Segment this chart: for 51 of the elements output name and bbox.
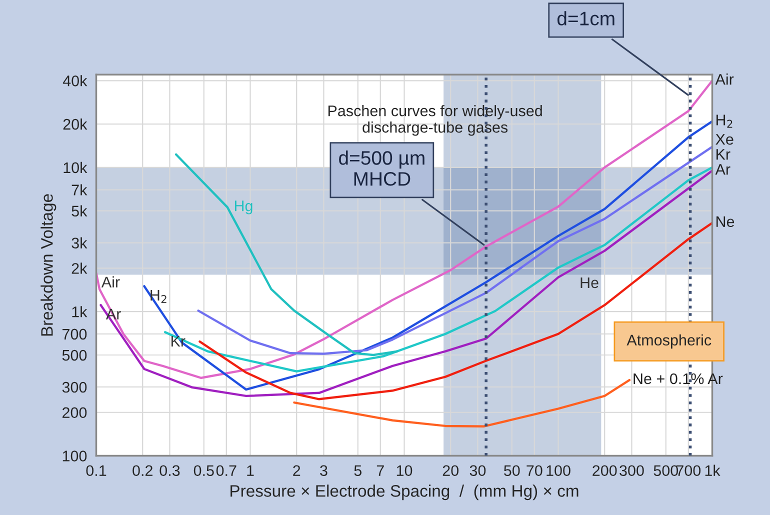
y-tick-label: 20k [63, 118, 88, 130]
annotation: d=1cm [557, 11, 614, 26]
x-tick-label: 50 [504, 465, 520, 476]
x-tick-label: 1 [247, 465, 254, 476]
series-label: Air [101, 276, 120, 288]
x-tick-label: 0.1 [86, 465, 106, 476]
y-tick-label: 1k [72, 306, 88, 318]
y-tick-label: 5k [72, 205, 88, 217]
annotation: Atmospheric [626, 334, 712, 349]
x-tick-label: 10 [396, 465, 412, 476]
x-tick-label: 3 [320, 465, 328, 476]
x-tick-label: 100 [546, 465, 570, 476]
text: Air [715, 74, 734, 85]
x-tick-label: 0.3 [160, 465, 180, 476]
y-tick-label: 3k [72, 237, 88, 249]
y-tick-label: 2k [72, 262, 88, 274]
text: Ar [715, 164, 730, 175]
annotation: He [580, 278, 598, 288]
series-label: Ne + 0.1% Ar [634, 373, 723, 384]
series-label: Ne [716, 216, 734, 228]
x-tick-label: 5 [354, 465, 362, 476]
y-tick-label: 200 [62, 407, 87, 418]
x-tick-label: 700 [676, 465, 701, 476]
x-tick-label: 20 [442, 465, 459, 476]
text: H$_{2}$ [716, 114, 732, 128]
x-tick-label: 200 [592, 465, 617, 476]
annotation: d=500 µm MHCD [339, 150, 424, 186]
x-tick-label: 30 [470, 465, 486, 476]
x-tick-label: 0.2 [132, 465, 152, 476]
x-tick-label: 0.5 [194, 465, 214, 476]
x-tick-label: 2 [293, 465, 300, 476]
series-label: Hg [234, 200, 252, 214]
series-label: H$_{2}$ [150, 290, 166, 303]
y-tick-label: 100 [62, 450, 87, 462]
x-tick-label: 70 [526, 465, 542, 476]
y-tick-label: 500 [62, 350, 87, 361]
y-axis-title: Breakdown Voltage [40, 194, 56, 336]
text: Kr [716, 149, 730, 160]
y-tick-label: 300 [62, 382, 87, 393]
x-tick-label: 500 [654, 465, 678, 476]
x-tick-label: 0.7 [216, 465, 236, 476]
text: Paschen curves for widely-used discharge-tube gases [328, 105, 542, 136]
y-tick-label: 700 [62, 328, 87, 340]
y-tick-label: 40k [62, 75, 88, 86]
series-label: Xe [716, 134, 734, 145]
y-tick-label: 7k [72, 184, 88, 196]
x-tick-label: 7 [376, 465, 384, 476]
x-tick-label: 300 [620, 465, 644, 476]
x-tick-label: 1k [705, 464, 720, 476]
y-tick-label: 10k [64, 162, 88, 174]
x-axis-title: Pressure × Electrode Spacing / (mm Hg) × cm [230, 484, 578, 500]
